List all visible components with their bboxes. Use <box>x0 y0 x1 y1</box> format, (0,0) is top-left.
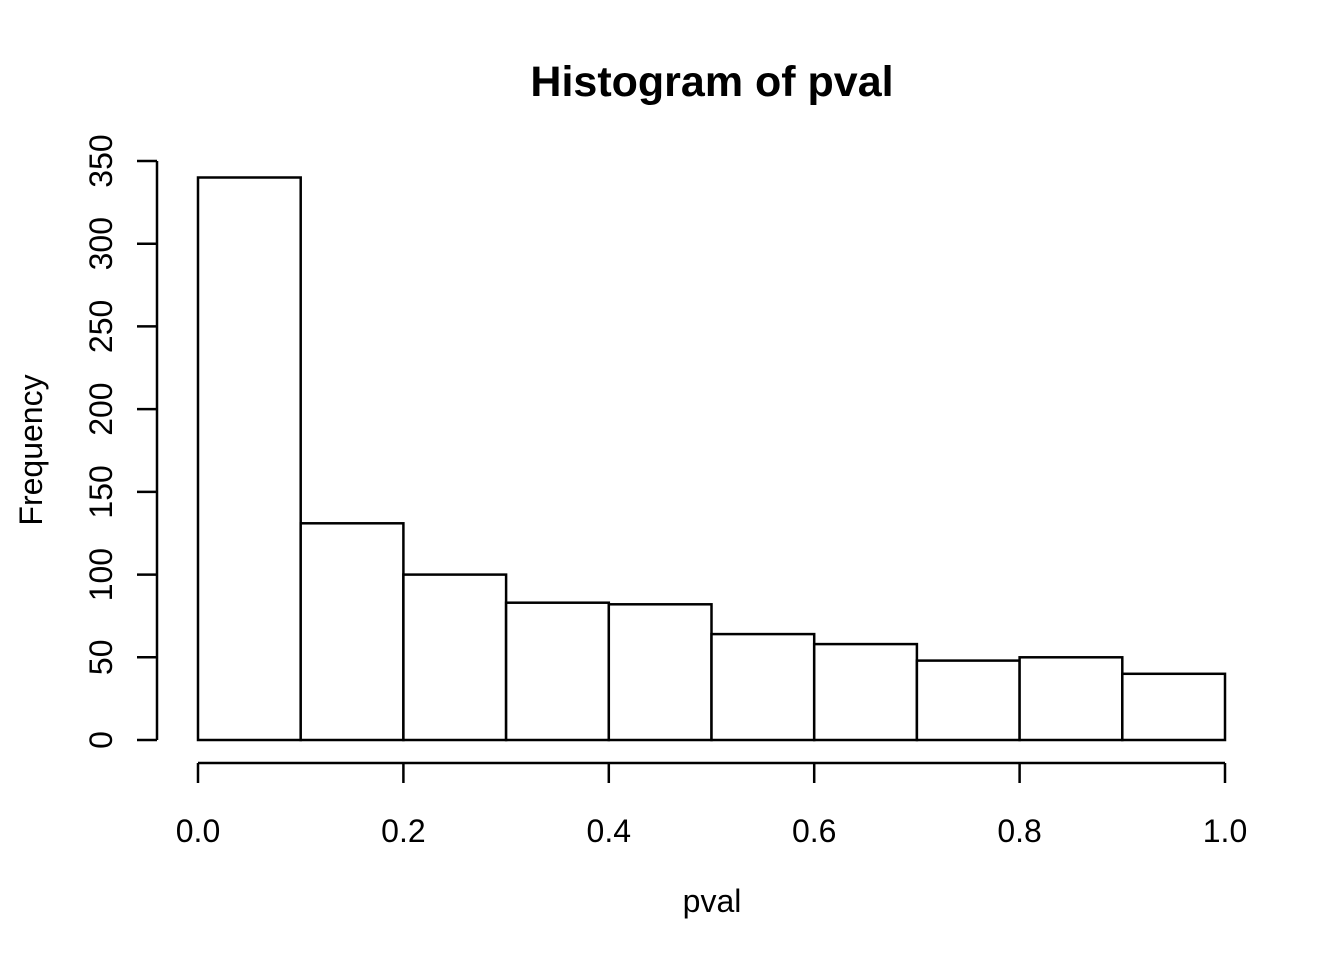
y-axis-tick-label: 0 <box>83 731 119 749</box>
histogram-bar <box>1018 656 1124 742</box>
x-axis-tick-label: 0.4 <box>587 813 631 849</box>
y-axis: 0 50 100 150 200 250 300 350 <box>83 134 159 749</box>
x-axis-tick-label: 0.0 <box>176 813 220 849</box>
x-axis-tick-label: 0.8 <box>997 813 1041 849</box>
x-axis-title: pval <box>683 883 742 919</box>
y-axis-tick-label: 150 <box>83 465 119 518</box>
histogram-bar <box>915 659 1021 742</box>
histogram-bar <box>710 632 816 742</box>
y-axis-tick-label: 300 <box>83 217 119 270</box>
y-axis-tick-label: 250 <box>83 300 119 353</box>
x-axis-tick-label: 0.2 <box>381 813 425 849</box>
histogram-bars <box>196 176 1227 742</box>
histogram-bar <box>196 176 302 742</box>
y-axis-tick-label: 50 <box>83 640 119 676</box>
y-axis-tick-label: 200 <box>83 382 119 435</box>
x-axis: 0.0 0.2 0.4 0.6 0.8 1.0 <box>176 761 1247 849</box>
histogram-bar <box>504 601 611 742</box>
y-axis-title: Frequency <box>13 374 49 525</box>
histogram-bar <box>1121 672 1227 742</box>
chart-title: Histogram of pval <box>530 58 893 106</box>
x-axis-tick-label: 0.6 <box>792 813 836 849</box>
histogram-bar <box>402 573 508 742</box>
histogram-bar <box>812 642 919 742</box>
histogram-bar <box>607 603 713 742</box>
histogram-bar <box>299 522 405 742</box>
y-axis-tick-label: 350 <box>83 134 119 187</box>
x-axis-tick-label: 1.0 <box>1203 813 1247 849</box>
y-axis-tick-label: 100 <box>83 548 119 601</box>
